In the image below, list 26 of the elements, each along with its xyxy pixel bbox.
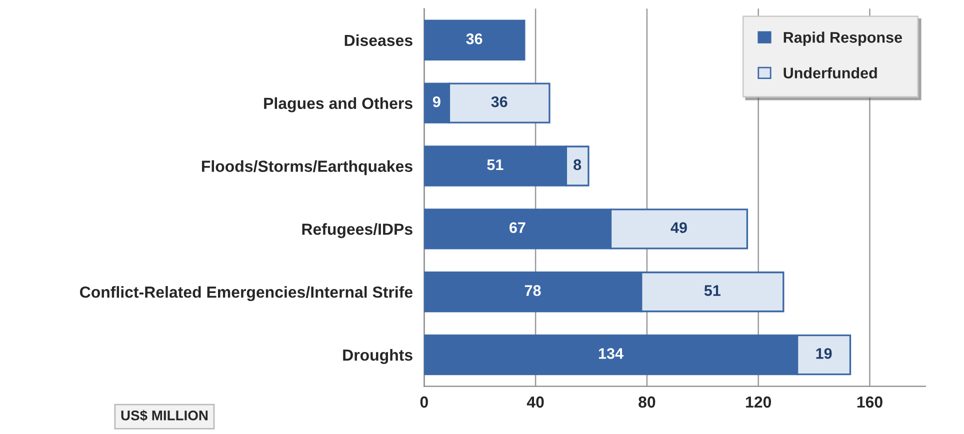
data-label: 8 [574, 159, 582, 170]
data-label: 78 [524, 285, 541, 296]
y-tick-label: Plagues and Others [264, 97, 412, 112]
bar [424, 20, 526, 60]
data-label: 9 [432, 96, 440, 108]
y-tick-label: Droughts [343, 349, 412, 364]
data-label: 19 [816, 348, 832, 359]
y-tick-label: Conflict-Related Emergencies/Internal Strife [80, 286, 413, 302]
data-label: 36 [466, 33, 482, 44]
x-tick-label: 0 [420, 396, 428, 408]
y-tick-label: Floods/Storms/Earthquakes [202, 160, 412, 176]
legend-label: Underfunded [784, 67, 877, 78]
x-tick-label: 80 [638, 396, 656, 408]
y-tick-label: Refugees/IDPs [302, 223, 412, 238]
data-label: 134 [598, 348, 624, 359]
x-tick-label: 160 [857, 396, 882, 408]
x-axis-title: US$ MILLION [121, 410, 208, 422]
data-label: 49 [670, 222, 687, 234]
data-label: 36 [491, 96, 508, 108]
x-tick-label: 40 [526, 396, 544, 408]
data-label: 51 [487, 159, 504, 170]
legend-label: Rapid Response [784, 32, 902, 46]
y-tick-label: Diseases [344, 34, 412, 46]
data-label: 51 [704, 285, 720, 296]
data-label: 67 [510, 222, 526, 234]
x-tick-label: 120 [746, 396, 772, 408]
